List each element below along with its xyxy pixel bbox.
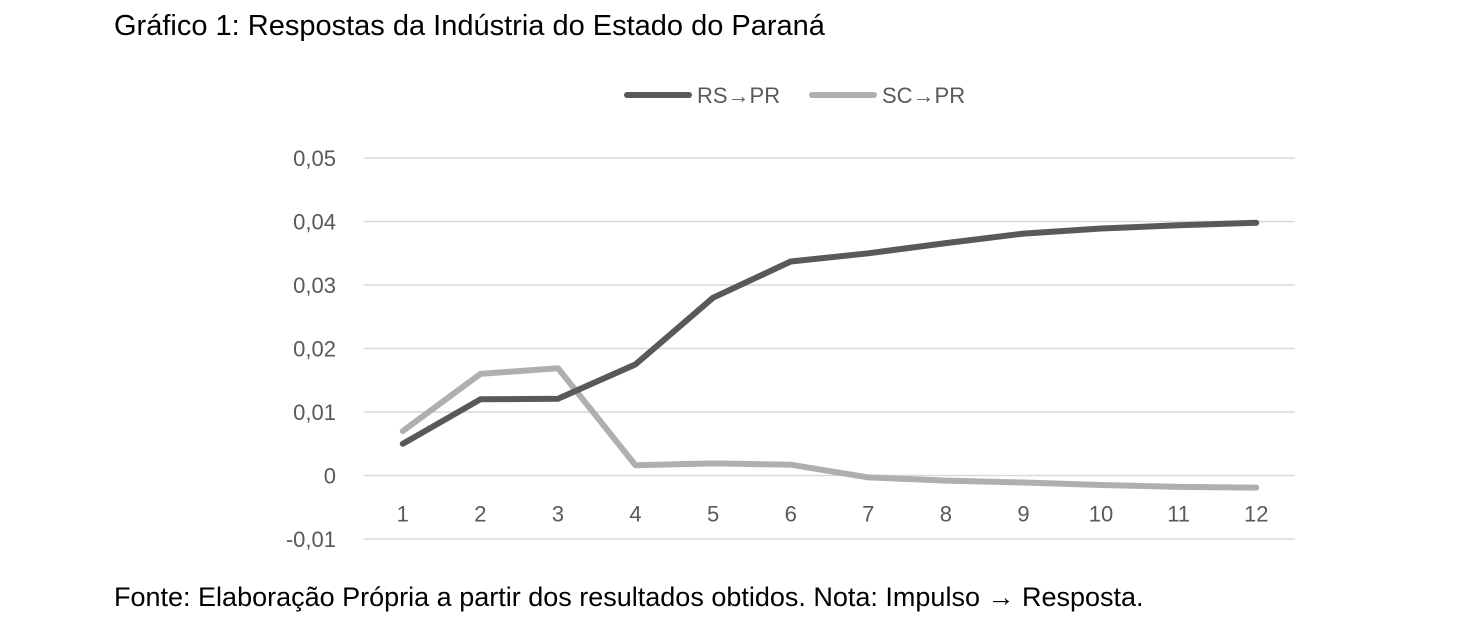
x-tick-label: 2 (474, 502, 486, 527)
y-tick-label: 0,02 (293, 337, 336, 362)
x-tick-label: 10 (1089, 502, 1113, 527)
x-tick-label: 5 (707, 502, 719, 527)
x-tick-label: 4 (629, 502, 641, 527)
y-tick-label: -0,01 (286, 527, 336, 552)
series-lines (399, 219, 1260, 491)
y-tick-label: 0,05 (293, 146, 336, 171)
gridlines (364, 157, 1295, 540)
x-tick-label: 12 (1244, 502, 1268, 527)
x-tick-label: 6 (785, 502, 797, 527)
legend-label: SC→PR (882, 83, 965, 108)
x-tick-label: 9 (1017, 502, 1029, 527)
x-tick-label: 1 (397, 502, 409, 527)
y-tick-label: 0,03 (293, 273, 336, 298)
x-axis-ticks: 1 2 3 4 5 6 7 8 9 10 11 12 (397, 502, 1269, 527)
y-axis-ticks: 0,05 0,04 0,03 0,02 0,01 0 -0,01 (286, 146, 336, 552)
x-tick-label: 3 (552, 502, 564, 527)
figure-title: Gráfico 1: Respostas da Indústria do Est… (114, 10, 825, 42)
x-tick-label: 7 (862, 502, 874, 527)
legend: RS→PR SC→PR (624, 83, 965, 108)
x-tick-label: 8 (940, 502, 952, 527)
y-tick-label: 0,04 (293, 210, 336, 235)
series-line (399, 365, 1260, 491)
x-tick-label: 11 (1167, 502, 1190, 527)
legend-label: RS→PR (697, 83, 780, 108)
y-tick-label: 0,01 (293, 400, 336, 425)
source-note: Fonte: Elaboração Própria a partir dos r… (114, 582, 1144, 612)
y-tick-label: 0 (324, 464, 336, 489)
series-line (399, 219, 1260, 447)
